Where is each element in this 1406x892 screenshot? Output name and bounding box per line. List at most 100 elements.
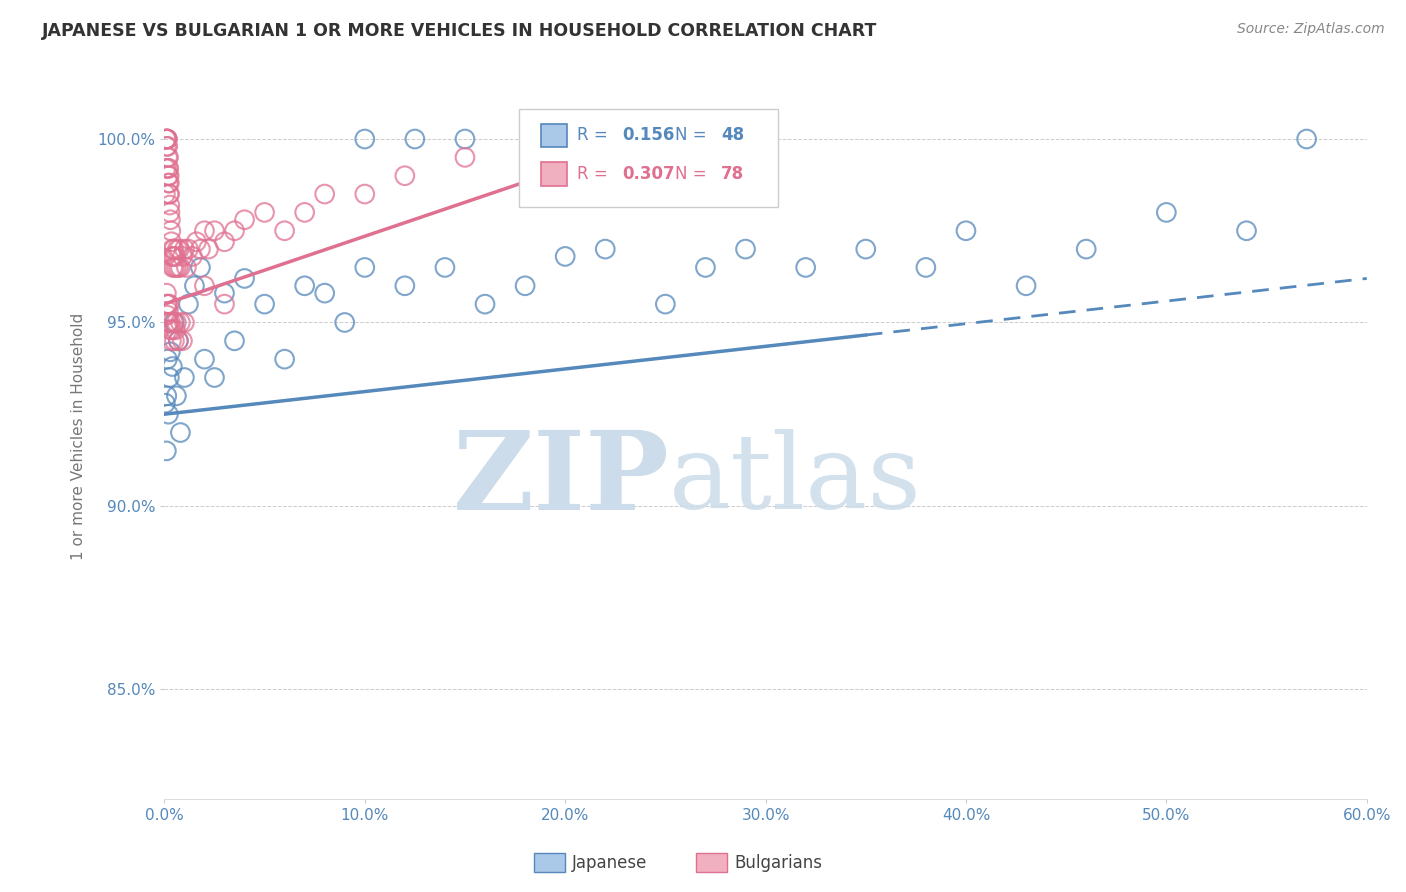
Point — [157, 169, 180, 183]
Point — [159, 205, 181, 219]
Point — [1015, 278, 1038, 293]
Point — [314, 187, 336, 202]
Point — [157, 176, 180, 190]
Point — [233, 212, 256, 227]
Point — [190, 242, 212, 256]
Text: N =: N = — [675, 165, 713, 183]
Point — [163, 260, 186, 275]
Point — [159, 212, 181, 227]
Point — [224, 334, 246, 348]
Point — [176, 260, 198, 275]
Point — [193, 224, 215, 238]
Point — [253, 297, 276, 311]
Point — [162, 316, 184, 330]
Point — [157, 370, 180, 384]
Point — [654, 297, 676, 311]
Point — [159, 198, 181, 212]
Point — [333, 316, 356, 330]
Point — [214, 297, 236, 311]
Point — [955, 224, 977, 238]
Point — [169, 260, 191, 275]
Point — [157, 176, 180, 190]
Point — [314, 286, 336, 301]
Point — [554, 249, 576, 263]
Point — [394, 169, 416, 183]
Point — [233, 271, 256, 285]
Point — [166, 242, 188, 256]
Point — [173, 370, 195, 384]
Point — [157, 161, 180, 176]
Point — [353, 260, 375, 275]
Point — [165, 249, 187, 263]
Point — [181, 249, 204, 263]
Text: N =: N = — [675, 127, 713, 145]
Text: ZIP: ZIP — [453, 426, 669, 533]
Point — [177, 297, 200, 311]
Point — [169, 425, 191, 440]
Point — [253, 205, 276, 219]
Text: JAPANESE VS BULGARIAN 1 OR MORE VEHICLES IN HOUSEHOLD CORRELATION CHART: JAPANESE VS BULGARIAN 1 OR MORE VEHICLES… — [42, 22, 877, 40]
Point — [155, 396, 177, 410]
Text: 0.307: 0.307 — [623, 165, 675, 183]
Point — [794, 260, 817, 275]
Text: 48: 48 — [721, 127, 744, 145]
Point — [394, 278, 416, 293]
Point — [197, 242, 219, 256]
Point — [167, 334, 190, 348]
Point — [156, 297, 179, 311]
Point — [695, 260, 717, 275]
Point — [474, 297, 496, 311]
Point — [294, 278, 316, 293]
Point — [294, 205, 316, 219]
Point — [157, 316, 180, 330]
Point — [156, 297, 179, 311]
Point — [183, 278, 205, 293]
Point — [454, 150, 477, 164]
Point — [1236, 224, 1258, 238]
Point — [163, 334, 186, 348]
Point — [162, 249, 184, 263]
Point — [1076, 242, 1098, 256]
Text: Bulgarians: Bulgarians — [734, 854, 823, 871]
Point — [172, 249, 194, 263]
Point — [155, 187, 177, 202]
Text: Source: ZipAtlas.com: Source: ZipAtlas.com — [1237, 22, 1385, 37]
Point — [204, 370, 226, 384]
Point — [159, 323, 181, 337]
Point — [155, 443, 177, 458]
Point — [156, 352, 179, 367]
Point — [172, 334, 194, 348]
Point — [157, 150, 180, 164]
FancyBboxPatch shape — [519, 110, 778, 207]
Text: R =: R = — [576, 127, 613, 145]
Text: atlas: atlas — [669, 429, 922, 531]
Point — [156, 389, 179, 403]
Point — [165, 260, 187, 275]
Point — [173, 242, 195, 256]
Point — [160, 334, 183, 348]
Point — [155, 132, 177, 146]
Point — [186, 235, 208, 249]
Point — [155, 161, 177, 176]
Point — [915, 260, 938, 275]
Bar — [541, 124, 567, 147]
Point — [454, 132, 477, 146]
Point — [353, 132, 375, 146]
Point — [159, 344, 181, 359]
Point — [162, 359, 184, 374]
Point — [159, 187, 181, 202]
Point — [593, 242, 616, 256]
Point — [163, 316, 186, 330]
Point — [165, 316, 187, 330]
Point — [169, 242, 191, 256]
Point — [156, 132, 179, 146]
Point — [160, 249, 183, 263]
Point — [159, 316, 181, 330]
Point — [155, 139, 177, 153]
Point — [273, 352, 295, 367]
Point — [160, 235, 183, 249]
Point — [165, 389, 187, 403]
Text: Japanese: Japanese — [572, 854, 648, 871]
Point — [214, 235, 236, 249]
Point — [157, 169, 180, 183]
